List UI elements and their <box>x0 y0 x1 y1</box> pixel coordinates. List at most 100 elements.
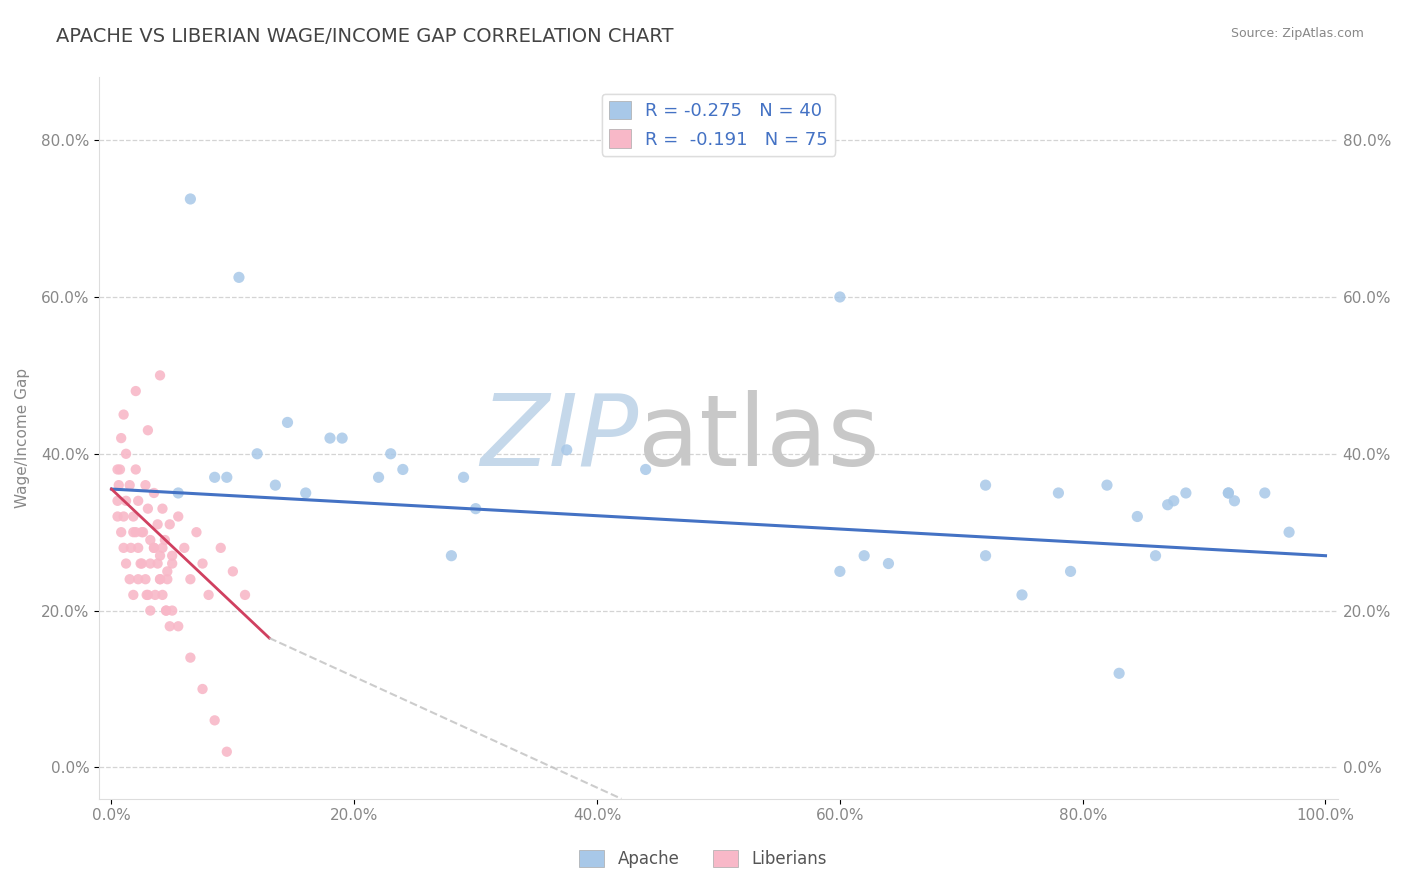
Point <box>153 533 176 547</box>
Point <box>330 431 353 445</box>
Point <box>1047 486 1070 500</box>
Point <box>1278 525 1301 540</box>
Point <box>1163 493 1185 508</box>
Point <box>129 557 152 571</box>
Point <box>143 541 166 555</box>
Point <box>135 588 157 602</box>
Point <box>155 604 177 618</box>
Point <box>115 447 138 461</box>
Point <box>160 549 183 563</box>
Point <box>107 462 129 476</box>
Point <box>159 619 181 633</box>
Point <box>155 604 177 618</box>
Point <box>392 462 415 476</box>
Point <box>149 572 172 586</box>
Point <box>453 470 475 484</box>
Point <box>143 588 166 602</box>
Point <box>1156 498 1178 512</box>
Point <box>108 462 131 476</box>
Point <box>159 517 181 532</box>
Legend: R = -0.275   N = 40, R =  -0.191   N = 75: R = -0.275 N = 40, R = -0.191 N = 75 <box>602 94 835 156</box>
Point <box>1218 486 1240 500</box>
Point <box>134 572 156 586</box>
Point <box>1011 588 1033 602</box>
Point <box>160 557 183 571</box>
Point <box>209 541 232 555</box>
Point <box>215 745 238 759</box>
Point <box>118 478 141 492</box>
Point <box>112 509 135 524</box>
Point <box>122 525 145 540</box>
Point <box>115 557 138 571</box>
Point <box>1095 478 1118 492</box>
Point <box>264 478 287 492</box>
Point <box>115 493 138 508</box>
Point <box>118 572 141 586</box>
Point <box>152 588 174 602</box>
Point <box>1218 486 1240 500</box>
Point <box>152 501 174 516</box>
Point <box>136 588 159 602</box>
Point <box>974 549 997 563</box>
Point <box>146 517 169 532</box>
Point <box>132 525 155 540</box>
Point <box>110 525 132 540</box>
Text: APACHE VS LIBERIAN WAGE/INCOME GAP CORRELATION CHART: APACHE VS LIBERIAN WAGE/INCOME GAP CORRE… <box>56 27 673 45</box>
Point <box>127 541 149 555</box>
Point <box>143 541 166 555</box>
Point <box>204 714 226 728</box>
Text: atlas: atlas <box>638 390 880 487</box>
Point <box>191 557 214 571</box>
Point <box>149 368 172 383</box>
Text: Source: ZipAtlas.com: Source: ZipAtlas.com <box>1230 27 1364 40</box>
Point <box>179 192 201 206</box>
Point <box>179 572 201 586</box>
Point <box>246 447 269 461</box>
Point <box>131 525 153 540</box>
Point <box>152 541 174 555</box>
Point <box>367 470 389 484</box>
Point <box>125 525 148 540</box>
Point <box>167 509 190 524</box>
Point <box>139 604 162 618</box>
Point <box>125 384 148 398</box>
Point <box>853 549 876 563</box>
Point <box>233 588 256 602</box>
Point <box>1108 666 1130 681</box>
Point <box>1174 486 1197 500</box>
Y-axis label: Wage/Income Gap: Wage/Income Gap <box>15 368 30 508</box>
Point <box>828 565 851 579</box>
Point <box>120 541 142 555</box>
Point <box>191 681 214 696</box>
Point <box>139 557 162 571</box>
Point <box>149 572 172 586</box>
Point <box>228 270 250 285</box>
Point <box>122 588 145 602</box>
Point <box>186 525 208 540</box>
Point <box>149 549 172 563</box>
Point <box>1254 486 1277 500</box>
Point <box>156 572 179 586</box>
Point <box>294 486 316 500</box>
Legend: Apache, Liberians: Apache, Liberians <box>572 843 834 875</box>
Point <box>1223 493 1246 508</box>
Point <box>107 493 129 508</box>
Point <box>464 501 486 516</box>
Text: ZIP: ZIP <box>479 390 638 487</box>
Point <box>1144 549 1167 563</box>
Point <box>380 447 402 461</box>
Point <box>122 509 145 524</box>
Point <box>555 442 578 457</box>
Point <box>146 557 169 571</box>
Point <box>112 408 135 422</box>
Point <box>179 650 201 665</box>
Point <box>139 533 162 547</box>
Point <box>222 565 245 579</box>
Point <box>127 493 149 508</box>
Point <box>131 557 153 571</box>
Point <box>634 462 657 476</box>
Point <box>134 478 156 492</box>
Point <box>1126 509 1149 524</box>
Point <box>112 541 135 555</box>
Point <box>319 431 342 445</box>
